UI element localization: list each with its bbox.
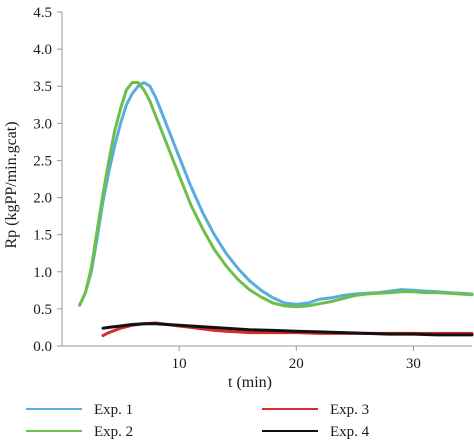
x-tick-label: 20 xyxy=(289,356,304,372)
x-tick-label: 10 xyxy=(172,356,187,372)
legend-label: Exp. 4 xyxy=(330,424,370,440)
y-tick-label: 3.0 xyxy=(33,116,52,132)
y-tick-label: 4.5 xyxy=(33,5,52,21)
y-tick-label: 2.0 xyxy=(33,191,52,207)
y-tick-label: 2.5 xyxy=(33,153,52,169)
legend: Exp. 1 Exp. 2 Exp. 3 Exp. 4 xyxy=(26,402,370,440)
y-tick-label: 0.0 xyxy=(33,339,52,355)
legend-item-exp-3: Exp. 3 xyxy=(262,402,369,418)
legend-item-exp-1: Exp. 1 xyxy=(26,402,133,418)
y-tick-label: 4.0 xyxy=(33,42,52,58)
legend-label: Exp. 2 xyxy=(94,424,133,440)
series-line-exp-1 xyxy=(78,81,474,307)
y-tick-label: 0.5 xyxy=(33,302,52,318)
axes: 0.0 0.5 1.0 1.5 2.0 2.5 3.0 3.5 4.0 4.5 10 20 30 xyxy=(33,5,472,372)
x-axis-title: t (min) xyxy=(228,374,272,391)
x-tick-label: 30 xyxy=(406,356,421,372)
legend-item-exp-2: Exp. 2 xyxy=(26,424,133,440)
legend-item-exp-4: Exp. 4 xyxy=(262,424,370,440)
y-axis-title: Rp (kgPP/min.gcat) xyxy=(3,121,20,248)
series-line-exp-2 xyxy=(78,81,474,309)
legend-label: Exp. 1 xyxy=(94,402,133,418)
series-layer xyxy=(78,81,474,338)
legend-label: Exp. 3 xyxy=(330,402,369,418)
y-tick-label: 1.0 xyxy=(33,265,52,281)
y-tick-label: 1.5 xyxy=(33,228,52,244)
y-tick-label: 3.5 xyxy=(33,79,52,95)
series-line-exp-4 xyxy=(101,322,474,337)
